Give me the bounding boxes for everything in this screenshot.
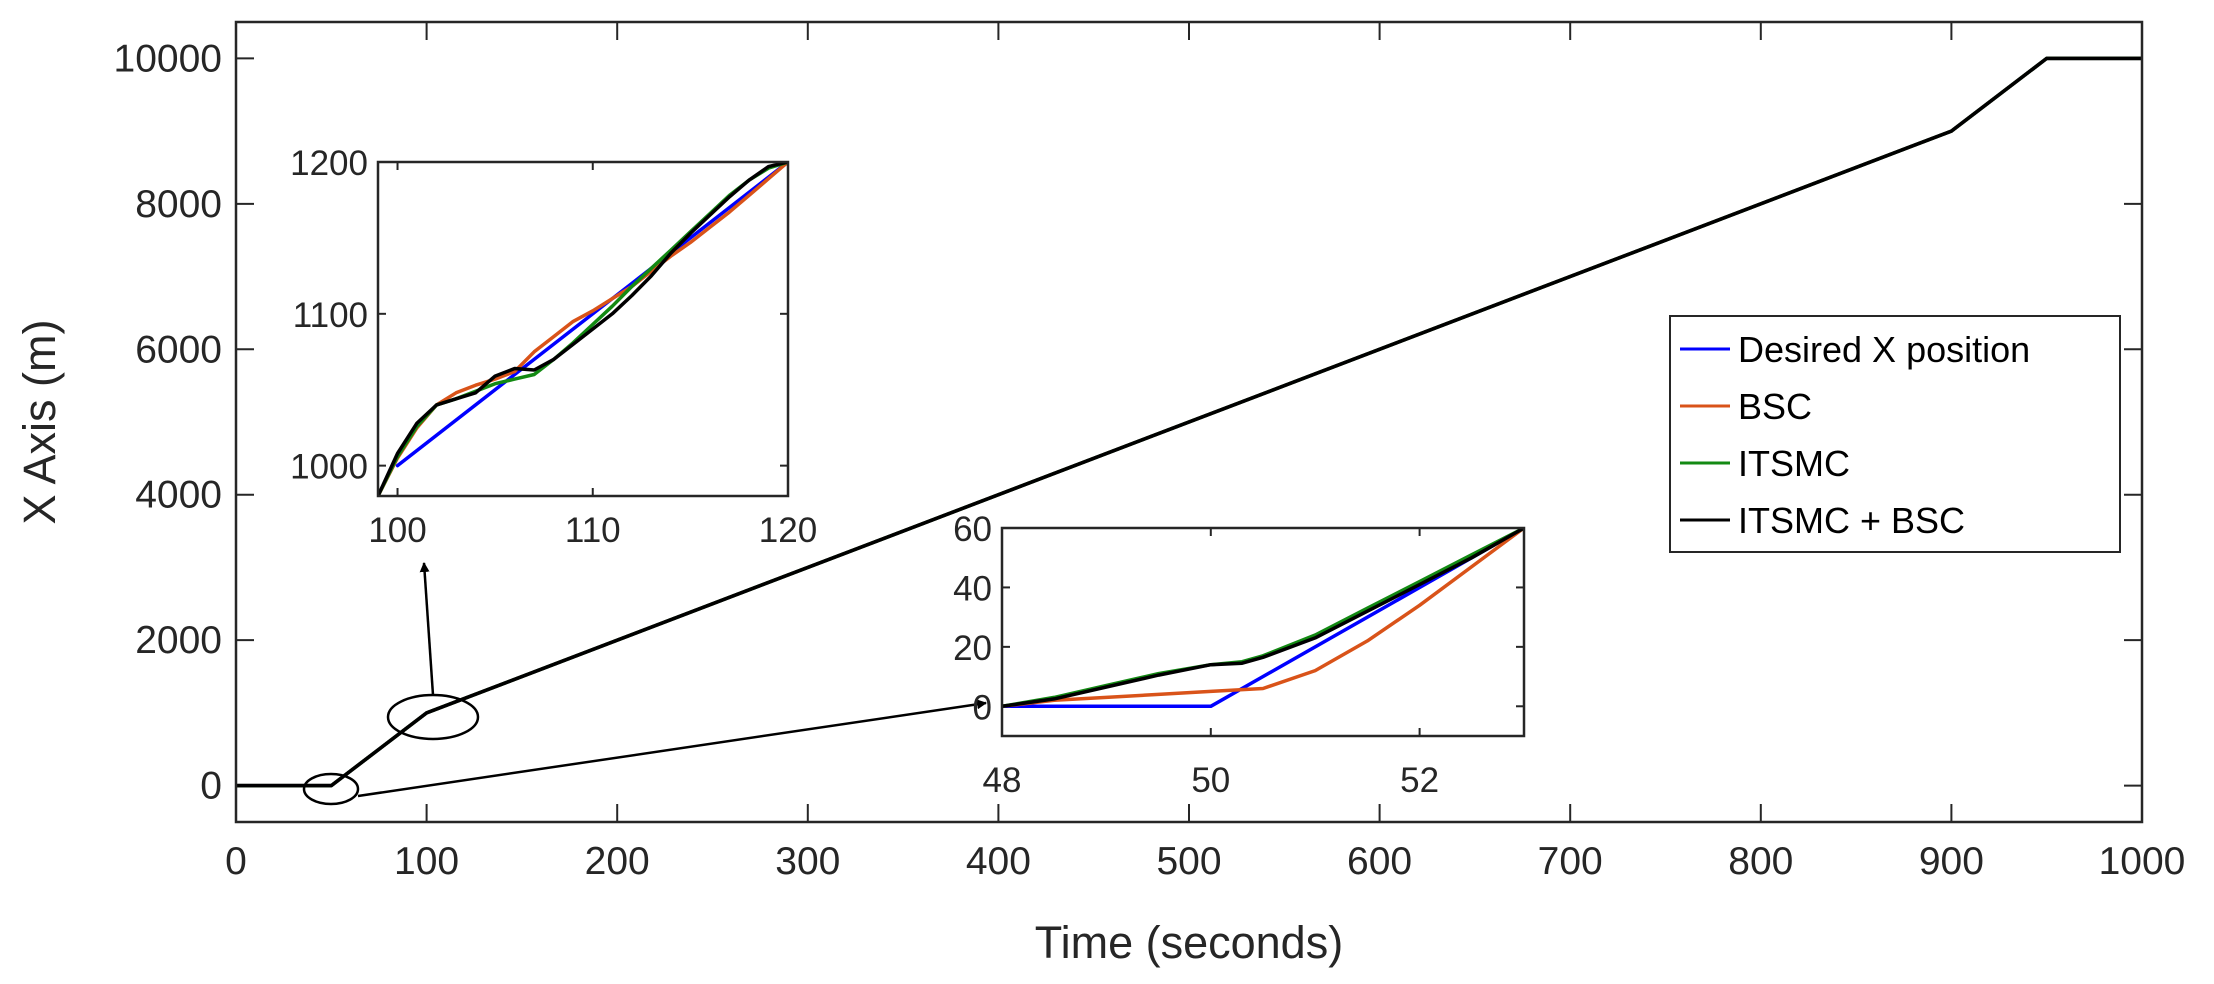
inset2-background	[1002, 528, 1524, 736]
inset2-ytick-label: 20	[953, 629, 992, 668]
legend-entry-desired: Desired X position	[1680, 329, 2030, 370]
inset2-ytick-label: 0	[973, 688, 992, 727]
main-ytick-label: 10000	[114, 37, 222, 80]
main-xtick-label: 1000	[2099, 840, 2186, 883]
inset-zoom-48-53: 48 50 52 0 20 40 60	[953, 510, 1526, 800]
inset1-xtick-label: 120	[759, 511, 817, 550]
main-ytick-label: 6000	[135, 328, 222, 371]
legend-entry-bsc: BSC	[1680, 386, 1812, 427]
inset2-ticks: 48 50 52 0 20 40 60	[953, 510, 1524, 800]
main-ytick-label: 2000	[135, 619, 222, 662]
main-xtick-label: 0	[225, 840, 247, 883]
legend-entry-itsmc: ITSMC	[1680, 443, 1850, 484]
main-xtick-label: 400	[966, 840, 1031, 883]
inset1-ticks: 100 110 120 1000 1100 1200	[290, 144, 817, 550]
legend-box	[1669, 315, 2121, 553]
main-xtick-label: 100	[394, 840, 459, 883]
inset1-ytick-label: 1100	[293, 296, 368, 335]
inset1-background	[378, 162, 788, 496]
legend: Desired X position BSC ITSMC ITSMC + BSC	[1669, 315, 2121, 553]
inset1-series-itsmc-bsc	[378, 162, 788, 496]
main-xtick-label: 600	[1347, 840, 1412, 883]
inset1-xtick-label: 110	[565, 511, 621, 550]
zoom-arrow-lower	[357, 699, 987, 798]
main-xtick-label: 500	[1156, 840, 1221, 883]
y-axis-label: X Axis (m)	[14, 319, 65, 524]
inset1-series-desired	[395, 162, 788, 468]
inset2-ytick-label: 60	[953, 510, 992, 549]
inset1-ytick-label: 1200	[290, 144, 368, 183]
legend-entry-itsmc-bsc: ITSMC + BSC	[1680, 500, 1965, 541]
inset2-xtick-label: 50	[1191, 761, 1230, 800]
zoom-ellipse-50	[302, 772, 360, 806]
main-series	[236, 56, 2142, 788]
main-ytick-label: 0	[200, 765, 222, 808]
inset1-frame	[376, 160, 790, 498]
legend-label-itsmc: ITSMC	[1738, 443, 1850, 484]
zoom-ellipse-100	[386, 693, 480, 741]
legend-label-desired: Desired X position	[1738, 329, 2030, 370]
main-series-itsmc-bsc	[236, 56, 2142, 788]
inset1-series	[378, 162, 788, 496]
main-xtick-label: 300	[775, 840, 840, 883]
main-xtick-label: 800	[1728, 840, 1793, 883]
legend-label-bsc: BSC	[1738, 386, 1812, 427]
main-xtick-label: 900	[1919, 840, 1984, 883]
main-xtick-label: 200	[585, 840, 650, 883]
inset2-xtick-label: 48	[983, 761, 1022, 800]
inset2-ytick-label: 40	[953, 569, 992, 608]
inset2-xtick-label: 52	[1400, 761, 1439, 800]
inset1-series-bsc	[378, 162, 788, 496]
x-axis-label: Time (seconds)	[1035, 917, 1343, 968]
main-axis-ticks: 0 100 200 300 400 500 600 700 800 900 100002000400…	[114, 22, 2186, 883]
inset2-series-itsmc-bsc	[1002, 528, 1524, 709]
main-xtick-label: 700	[1538, 840, 1603, 883]
zoom-arrow-upper	[419, 562, 435, 696]
inset2-series	[1002, 528, 1524, 709]
main-ytick-label: 4000	[135, 474, 222, 517]
legend-label-itsmc-bsc: ITSMC + BSC	[1738, 500, 1965, 541]
inset2-series-bsc	[1002, 528, 1524, 709]
inset1-ytick-label: 1000	[290, 448, 368, 487]
inset1-xtick-label: 100	[368, 511, 426, 550]
inset2-series-desired	[1002, 528, 1524, 709]
inset-zoom-100-120: 100 110 120 1000 1100 1200	[290, 144, 817, 550]
main-plot-frame	[234, 20, 2144, 824]
main-ytick-label: 8000	[135, 183, 222, 226]
inset2-frame	[1000, 526, 1526, 738]
